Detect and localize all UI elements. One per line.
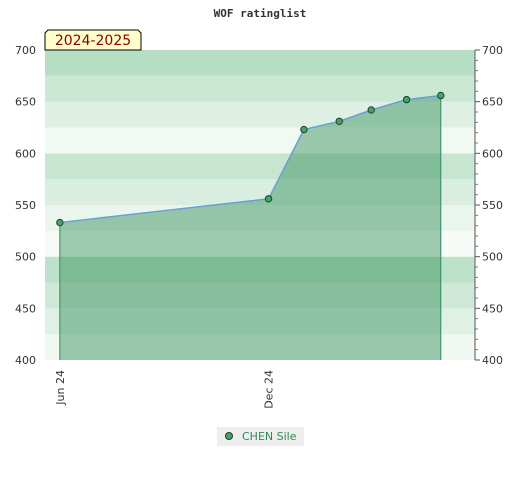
rating-band xyxy=(45,282,475,309)
y-tick-label-left: 700 xyxy=(15,44,36,57)
y-tick-label-right: 550 xyxy=(482,199,503,212)
rating-band xyxy=(45,308,475,335)
chart-title: WOF ratinglist xyxy=(214,7,307,20)
y-tick-label-left: 550 xyxy=(15,199,36,212)
axes: 400 400 450 450 500 500 550 550 600 600 650 650 700 7… xyxy=(15,44,503,409)
x-tick-label: Dec 24 xyxy=(263,370,276,409)
y-tick-label-left: 500 xyxy=(15,251,36,264)
y-tick-label-right: 600 xyxy=(482,147,503,160)
y-tick-label-right: 400 xyxy=(482,354,503,367)
rating-band xyxy=(45,50,475,76)
data-point xyxy=(437,91,445,100)
legend-series-name: CHEN Sile xyxy=(242,430,297,443)
rating-bands xyxy=(45,50,475,360)
rating-band xyxy=(45,153,475,180)
rating-band xyxy=(45,256,475,283)
rating-band xyxy=(45,127,475,154)
y-tick-label-left: 450 xyxy=(15,302,36,315)
season-badge: 2024-2025 xyxy=(44,29,142,51)
rating-band xyxy=(45,334,475,360)
y-tick-label-right: 500 xyxy=(482,251,503,264)
rating-area xyxy=(59,95,441,360)
data-point xyxy=(335,117,343,126)
y-tick-label-left: 400 xyxy=(15,354,36,367)
legend-marker-icon xyxy=(225,432,233,440)
y-tick-label-right: 700 xyxy=(482,44,503,57)
data-points xyxy=(56,91,445,227)
data-point xyxy=(367,106,375,114)
data-point xyxy=(264,195,273,203)
data-point xyxy=(300,125,308,134)
rating-band xyxy=(45,101,475,128)
rating-band xyxy=(45,179,475,205)
rating-band xyxy=(45,205,475,231)
legend[interactable]: CHEN Sile xyxy=(217,427,304,446)
season-label: 2024-2025 xyxy=(55,33,131,49)
data-point xyxy=(56,218,64,227)
rating-band xyxy=(45,75,475,102)
rating-band xyxy=(45,230,475,257)
data-point xyxy=(402,95,411,104)
x-tick-label: Jun 24 xyxy=(54,370,67,406)
y-tick-label-right: 650 xyxy=(482,96,503,109)
y-tick-label-right: 450 xyxy=(482,302,503,315)
y-tick-label-left: 650 xyxy=(15,96,36,109)
y-tick-label-left: 600 xyxy=(15,147,36,160)
